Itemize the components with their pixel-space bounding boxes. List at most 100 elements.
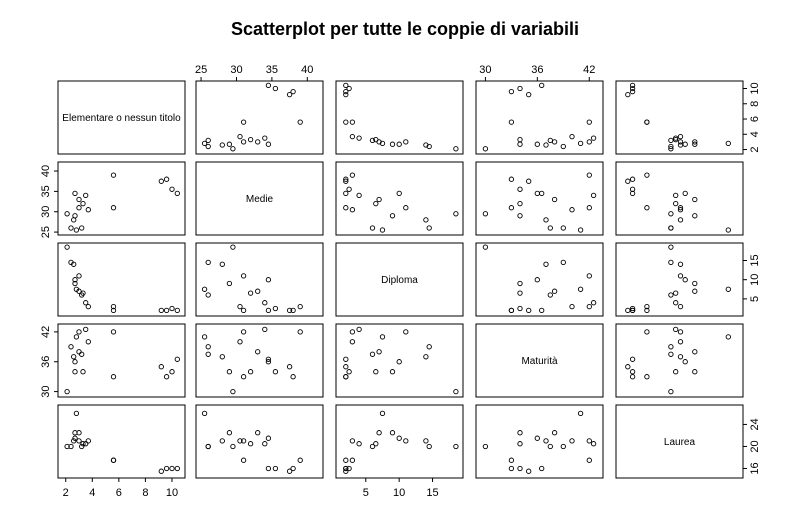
data-point bbox=[255, 430, 261, 436]
data-point bbox=[629, 88, 636, 95]
data-point bbox=[543, 217, 549, 223]
data-point bbox=[247, 369, 254, 375]
data-point bbox=[547, 137, 553, 144]
data-point bbox=[286, 468, 293, 474]
data-point bbox=[343, 88, 349, 95]
panel-r3-c4 bbox=[475, 242, 604, 317]
data-point bbox=[453, 146, 459, 152]
data-point bbox=[201, 286, 208, 292]
tick-label: 6 bbox=[116, 487, 122, 499]
data-point bbox=[586, 139, 592, 145]
data-point bbox=[71, 354, 77, 360]
data-point bbox=[668, 244, 674, 250]
data-point bbox=[517, 85, 523, 92]
data-point bbox=[569, 207, 575, 213]
data-point bbox=[389, 430, 396, 436]
tick-label: 10 bbox=[166, 487, 178, 499]
data-point bbox=[673, 290, 679, 296]
data-point bbox=[343, 356, 349, 362]
data-point bbox=[85, 438, 91, 444]
data-point bbox=[677, 354, 684, 360]
data-point bbox=[543, 142, 549, 148]
data-point bbox=[629, 85, 636, 92]
tick-label: 8 bbox=[749, 101, 761, 107]
panel-r1-c4 bbox=[475, 80, 604, 155]
data-point bbox=[240, 438, 247, 444]
data-point bbox=[230, 146, 236, 152]
data-point bbox=[560, 143, 566, 150]
data-point bbox=[373, 200, 379, 207]
data-point bbox=[508, 205, 515, 211]
data-point bbox=[290, 88, 296, 95]
data-point bbox=[349, 119, 356, 125]
tick-label: 6 bbox=[749, 116, 761, 122]
data-point bbox=[644, 307, 650, 314]
data-point bbox=[240, 374, 247, 380]
data-point bbox=[590, 135, 597, 141]
data-point bbox=[376, 196, 382, 203]
data-point bbox=[423, 142, 429, 148]
tick-label: 2 bbox=[749, 146, 761, 152]
tick-label: 25 bbox=[195, 64, 207, 76]
data-point bbox=[403, 438, 409, 444]
data-point bbox=[219, 261, 225, 267]
data-point bbox=[725, 286, 731, 292]
data-point bbox=[230, 244, 236, 250]
data-point bbox=[72, 435, 78, 441]
data-point bbox=[272, 85, 279, 92]
data-point bbox=[346, 186, 352, 192]
data-point bbox=[668, 344, 674, 350]
data-point bbox=[356, 441, 362, 447]
data-point bbox=[725, 140, 731, 147]
data-point bbox=[110, 205, 117, 211]
data-point bbox=[72, 280, 78, 287]
data-point bbox=[68, 344, 74, 350]
data-point bbox=[226, 141, 233, 147]
variable-label-laurea: Laurea bbox=[664, 437, 696, 448]
chart-title: Scatterplot per tutte le coppie di varia… bbox=[231, 19, 579, 39]
data-point bbox=[629, 307, 636, 314]
tick-label: 20 bbox=[749, 440, 761, 452]
data-point bbox=[551, 196, 558, 203]
data-point bbox=[80, 200, 86, 207]
data-point bbox=[482, 244, 489, 250]
data-point bbox=[629, 190, 636, 197]
data-point bbox=[569, 303, 575, 310]
data-point bbox=[110, 374, 117, 380]
data-point bbox=[423, 354, 429, 360]
panel-r4-c3 bbox=[335, 323, 464, 398]
data-point bbox=[297, 303, 303, 310]
data-point bbox=[262, 326, 268, 333]
data-point bbox=[379, 227, 386, 233]
data-point bbox=[163, 307, 170, 314]
tick-label: 8 bbox=[142, 487, 148, 499]
panel-r2-c4 bbox=[475, 161, 604, 236]
data-point bbox=[349, 133, 356, 140]
data-point bbox=[692, 139, 698, 145]
data-point bbox=[205, 351, 211, 357]
data-point bbox=[205, 443, 211, 450]
data-point bbox=[517, 430, 523, 436]
data-point bbox=[534, 141, 540, 147]
panels-layer: Elementare o nessun titolo Medie Diploma Ma… bbox=[40, 64, 761, 499]
data-point bbox=[577, 140, 584, 147]
data-point bbox=[586, 457, 592, 463]
tick-label: 35 bbox=[266, 64, 278, 76]
data-point bbox=[346, 85, 352, 92]
data-point bbox=[72, 213, 78, 219]
data-point bbox=[349, 172, 356, 178]
tick-label: 5 bbox=[749, 296, 761, 302]
data-point bbox=[586, 273, 592, 279]
data-point bbox=[240, 457, 247, 463]
tick-label: 10 bbox=[749, 274, 761, 286]
panel-r2-c1 bbox=[57, 161, 186, 236]
data-point bbox=[343, 364, 349, 370]
data-point bbox=[83, 326, 89, 333]
data-point bbox=[677, 339, 684, 345]
data-point bbox=[237, 303, 243, 310]
tick-label: 30 bbox=[230, 64, 242, 76]
data-point bbox=[539, 307, 545, 314]
data-point bbox=[677, 273, 684, 279]
data-point bbox=[343, 465, 349, 472]
data-point bbox=[426, 443, 432, 450]
